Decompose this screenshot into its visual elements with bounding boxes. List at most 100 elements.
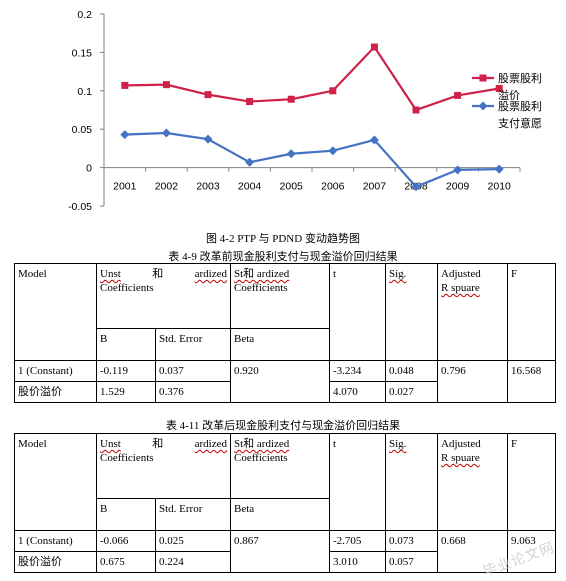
x-tick-label: 2007 bbox=[363, 181, 387, 193]
data-point bbox=[495, 84, 503, 92]
t-cell: -2.705 bbox=[329, 530, 386, 552]
t-header: t bbox=[329, 433, 386, 531]
t-header: t bbox=[329, 263, 386, 361]
regression-table-2: Model Unst 和 ardized Coefficients St和 ar… bbox=[14, 433, 556, 573]
adjusted-text: Adjusted bbox=[441, 438, 481, 450]
chart-axes: 0.2 0.15 0.1 0.05 0 -0.05 2001 2002 2003 2004 2005… bbox=[68, 9, 521, 213]
x-tick-label: 2004 bbox=[238, 181, 262, 193]
std-error-cell: 0.376 bbox=[155, 381, 231, 403]
data-point bbox=[369, 135, 379, 145]
x-tick-label: 2010 bbox=[488, 181, 512, 193]
x-tick-label: 2006 bbox=[321, 181, 345, 193]
data-point bbox=[245, 157, 255, 167]
unst-text: Unst bbox=[100, 438, 121, 450]
table-row: 1 (Constant) -0.119 0.037 0.920 -3.234 0… bbox=[14, 360, 556, 403]
data-point bbox=[286, 149, 296, 159]
data-point bbox=[454, 91, 462, 99]
table-row: 1 (Constant) -0.066 0.025 0.867 -2.705 0… bbox=[14, 530, 556, 573]
data-point bbox=[411, 182, 421, 192]
coefficients-text: Coefficients bbox=[100, 282, 154, 294]
f-cell: 16.568 bbox=[507, 360, 556, 403]
std-text: St和 ardized bbox=[234, 438, 290, 450]
r-square-text: R spuare bbox=[441, 282, 480, 294]
unst-mid-text: 和 bbox=[152, 268, 164, 280]
adj-r2-cell: 0.796 bbox=[437, 360, 508, 403]
chart-series bbox=[120, 43, 504, 192]
data-point bbox=[329, 87, 337, 95]
data-point bbox=[161, 128, 171, 138]
data-point bbox=[412, 106, 420, 114]
std-text: St和 ardized bbox=[234, 268, 290, 280]
table-subheader-row: B Std. Error Beta bbox=[15, 498, 556, 531]
unstandardized-header: Unst 和 ardized Coefficients bbox=[96, 263, 231, 329]
t-cell: 4.070 bbox=[329, 381, 386, 403]
figure-caption: 图 4-2 PTP 与 PDND 变动趋势图 bbox=[206, 233, 360, 245]
table-row: 股价溢价 0.675 0.224 3.010 0.057 bbox=[14, 551, 556, 573]
b-header: B bbox=[96, 498, 156, 531]
y-tick-label: 0.15 bbox=[72, 47, 93, 59]
data-point bbox=[203, 134, 213, 144]
data-point bbox=[120, 130, 130, 140]
table-header-row: Model Unst 和 ardized Coefficients St和 ar… bbox=[14, 263, 556, 361]
x-tick-label: 2001 bbox=[113, 181, 137, 193]
series-line bbox=[124, 45, 500, 112]
y-tick-label: 0 bbox=[86, 163, 92, 175]
b-cell: 0.675 bbox=[96, 551, 156, 573]
b-cell: -0.066 bbox=[96, 530, 156, 552]
coefficients-text: Coefficients bbox=[234, 282, 288, 294]
f-header: F bbox=[507, 433, 556, 531]
std-error-header: Std. Error bbox=[155, 498, 231, 531]
std-error-cell: 0.037 bbox=[155, 360, 231, 382]
std-error-cell: 0.224 bbox=[155, 551, 231, 573]
unst-mid-text: 和 bbox=[152, 438, 164, 450]
y-tick-label: -0.05 bbox=[68, 201, 92, 213]
model-header: Model bbox=[14, 433, 97, 531]
x-tick-label: 2002 bbox=[155, 181, 179, 193]
legend-marker bbox=[479, 74, 487, 82]
model-cell: 股价溢价 bbox=[14, 381, 97, 403]
b-cell: -0.119 bbox=[96, 360, 156, 382]
series-line bbox=[124, 131, 500, 189]
unst-right-text: ardized bbox=[194, 438, 227, 450]
sig-cell: 0.073 bbox=[385, 530, 438, 552]
sig-cell: 0.027 bbox=[385, 381, 438, 403]
coefficients-text: Coefficients bbox=[234, 452, 288, 464]
model-header: Model bbox=[14, 263, 97, 361]
x-tick-label: 2003 bbox=[196, 181, 220, 193]
b-cell: 1.529 bbox=[96, 381, 156, 403]
sig-header: Sig. bbox=[385, 263, 438, 361]
unstandardized-header: Unst 和 ardized Coefficients bbox=[96, 433, 231, 499]
data-point bbox=[370, 43, 378, 51]
t-cell: 3.010 bbox=[329, 551, 386, 573]
standardized-header: St和 ardized Coefficients bbox=[230, 433, 330, 499]
x-tick-label: 2009 bbox=[446, 181, 470, 193]
legend-marker bbox=[478, 101, 488, 111]
data-point bbox=[287, 95, 295, 103]
legend-label: 股票股利 bbox=[498, 72, 542, 85]
model-cell: 股价溢价 bbox=[14, 551, 97, 573]
y-tick-label: 0.1 bbox=[77, 86, 92, 98]
unst-text: Unst bbox=[100, 268, 121, 280]
b-header: B bbox=[96, 328, 156, 361]
table-header-row: Model Unst 和 ardized Coefficients St和 ar… bbox=[14, 433, 556, 531]
std-error-cell: 0.025 bbox=[155, 530, 231, 552]
data-point bbox=[494, 164, 504, 174]
y-tick-label: 0.2 bbox=[77, 9, 92, 21]
sig-cell: 0.057 bbox=[385, 551, 438, 573]
table-row: 股价溢价 1.529 0.376 4.070 0.027 bbox=[14, 381, 556, 403]
table-subheader-row: B Std. Error Beta bbox=[15, 328, 556, 361]
table-title-2: 表 4-11 改革后现金股利支付与现金溢价回归结果 bbox=[165, 420, 401, 432]
sig-cell: 0.048 bbox=[385, 360, 438, 382]
beta-header: Beta bbox=[230, 498, 330, 531]
t-cell: -3.234 bbox=[329, 360, 386, 382]
table-title-1: 表 4-9 改革前现金股利支付与现金溢价回归结果 bbox=[168, 251, 398, 263]
legend-label: 股票股利 bbox=[498, 100, 542, 113]
y-tick-label: 0.05 bbox=[72, 124, 93, 136]
beta-cell: 0.867 bbox=[230, 530, 330, 573]
line-chart: 0.2 0.15 0.1 0.05 0 -0.05 2001 2002 2003 2004 2005… bbox=[68, 9, 542, 213]
adj-r2-cell: 0.668 bbox=[437, 530, 508, 573]
r-square-text: R spuare bbox=[441, 452, 480, 464]
legend-label: 支付意愿 bbox=[498, 116, 542, 130]
regression-table-1: Model Unst 和 ardized Coefficients St和 ar… bbox=[14, 263, 556, 403]
